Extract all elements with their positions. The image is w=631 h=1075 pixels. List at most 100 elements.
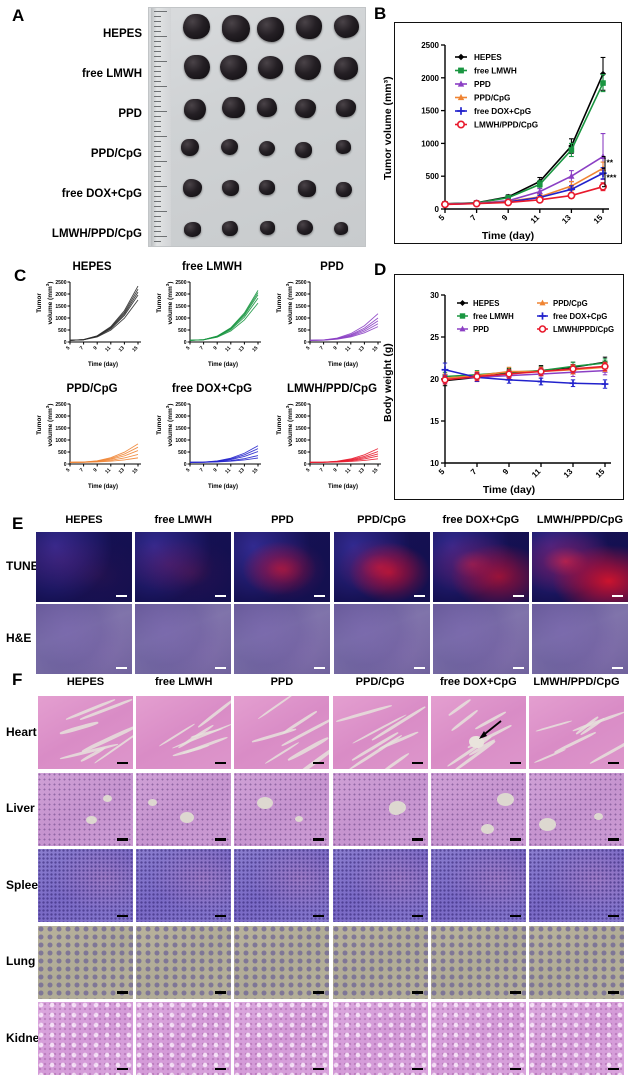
panel-b-legend-label: LMWH/PPD/CpG (474, 121, 538, 130)
panel-f-column-header: LMWH/PPD/CpG (533, 676, 620, 688)
scale-bar (215, 914, 227, 917)
panel-c-x-tick-label: 15 (251, 345, 259, 353)
panel-c-x-tick-label: 5 (305, 467, 311, 473)
tissue-texture (38, 849, 133, 922)
panel-c-mouse-curve (189, 302, 259, 341)
panel-c-x-tick-label: 5 (185, 345, 191, 351)
panel-c-y-tick-label: 1500 (295, 304, 306, 310)
tissue-texture (136, 772, 232, 846)
muscle-fiber (447, 698, 471, 717)
panel-c-x-tick-label: 13 (118, 467, 126, 475)
tumor-specimen (295, 98, 316, 119)
panel-f-micrograph (332, 772, 428, 846)
panel-c-mouse-curve (69, 457, 139, 463)
scale-bar (215, 991, 227, 994)
panel-e-micrograph (333, 604, 430, 674)
tumor-volume-line-chart: 0 500 1000 1500 2000 2500 5 7 9 11 13 15 HEPES free L… (421, 41, 618, 226)
panel-c-y-tick-label: 1500 (55, 304, 66, 310)
panel-c-y-tick-label: 500 (178, 328, 187, 334)
panel-c-subplot: PPD Tumor volume (mm3) Time (day) 0 500 1000 15… (276, 261, 384, 372)
panel-f-micrograph (234, 1002, 330, 1075)
scale-bar (313, 914, 325, 917)
panel-e-row-label: H&E (6, 631, 32, 645)
panel-c-y-tick-label: 2500 (55, 402, 66, 408)
panel-c-x-tick-label: 15 (371, 345, 379, 353)
svg-text:***: *** (607, 173, 618, 183)
panel-c-y-tick-label: 2500 (55, 280, 66, 286)
panel-d-legend-label: PPD (473, 325, 489, 334)
scale-bar (512, 594, 524, 597)
tissue-texture (529, 849, 624, 922)
scale-bar (509, 991, 521, 994)
panel-c-mouse-curve (309, 458, 379, 463)
tumor-specimen (183, 14, 211, 40)
panel-f-row-label: Spleen (6, 877, 46, 892)
panel-c-y-tick-label: 1000 (55, 438, 66, 444)
tumor-specimen (333, 221, 348, 235)
scale-bar (314, 666, 326, 669)
scale-bar (117, 761, 128, 764)
panel-f-micrograph (38, 1002, 133, 1075)
panel-e-column-header: free LMWH (154, 514, 212, 526)
panel-c-x-tick-label: 7 (79, 467, 85, 473)
panel-e-micrograph (532, 532, 628, 602)
panel-d-y-tick-label: 20 (430, 375, 439, 384)
panel-f-micrograph (38, 849, 133, 922)
panel-d-x-axis-title: Time (day) (482, 484, 536, 496)
panel-c-y-tick-label: 2000 (175, 292, 186, 298)
panel-c-x-tick-label: 5 (185, 467, 191, 473)
panel-c-y-tick-label: 2500 (295, 402, 306, 408)
scale-bar (313, 991, 325, 994)
scale-bar (413, 666, 425, 669)
tumor-specimen (183, 221, 201, 238)
tumor-specimen (181, 139, 200, 156)
panel-c-y-tick-label: 500 (298, 450, 307, 456)
panel-f-micrograph (136, 849, 232, 922)
panel-b-y-tick-label: 500 (426, 172, 440, 181)
panel-c-x-axis-title: Time (day) (88, 484, 118, 490)
scale-bar (313, 761, 325, 764)
tumor-specimen (183, 54, 210, 80)
hepatic-vein (295, 815, 304, 822)
panel-d-legend-label: PPD/CpG (553, 299, 588, 308)
panel-c-x-tick-label: 11 (224, 345, 232, 353)
panel-c-x-tick-label: 15 (371, 467, 379, 475)
panel-a-row-label: free LMWH (81, 68, 142, 80)
panel-f-micrograph (332, 1002, 428, 1075)
panel-b-y-tick-label: 2500 (421, 41, 439, 50)
panel-c-x-tick-label: 7 (319, 345, 325, 351)
tumor-specimen (257, 98, 278, 117)
panel-e-micrograph (532, 604, 628, 674)
panel-c-y-tick-label: 1000 (175, 438, 186, 444)
panel-e-column-header: HEPES (65, 514, 103, 526)
tumor-specimen (335, 140, 351, 155)
panel-b-y-tick-label: 2000 (421, 74, 439, 83)
panel-c-y-tick-label: 1000 (295, 438, 306, 444)
panel-f-row-label: Liver (6, 801, 35, 815)
tissue-texture (430, 772, 526, 846)
panel-e-letter: E (12, 514, 24, 533)
tumor-specimen (220, 55, 248, 81)
tissue-texture (332, 772, 428, 846)
scale-bar (117, 838, 128, 841)
panel-c-x-axis-title: Time (day) (328, 484, 358, 490)
tissue-texture (234, 772, 330, 846)
scale-bar (509, 761, 521, 764)
tissue-texture (430, 925, 526, 999)
tissue-texture (529, 1002, 624, 1075)
tumor-specimen (297, 179, 316, 197)
panel-c-y-tick-label: 1500 (175, 426, 186, 432)
panel-f: F HEPES free LMWH PPD PPD/CpG free DOX+CpG LM… (0, 670, 631, 1075)
hepatic-vein (257, 796, 274, 809)
panel-f-micrograph (529, 925, 624, 999)
panel-e-column-header: PPD/CpG (357, 514, 407, 526)
tumor-specimen (335, 182, 352, 197)
panel-f-micrograph (529, 1002, 624, 1075)
panel-c-x-tick-label: 15 (131, 467, 139, 475)
panel-e-micrograph (135, 532, 232, 602)
panel-c-y-tick-label: 500 (298, 328, 307, 334)
panel-b: B 0 500 1000 1500 2000 2500 5 7 9 11 13 15 HEPES free… (372, 2, 628, 250)
muscle-fiber (381, 752, 410, 769)
panel-b-x-tick-label: 9 (500, 213, 510, 223)
panel-c-x-axis-title: Time (day) (328, 362, 358, 368)
